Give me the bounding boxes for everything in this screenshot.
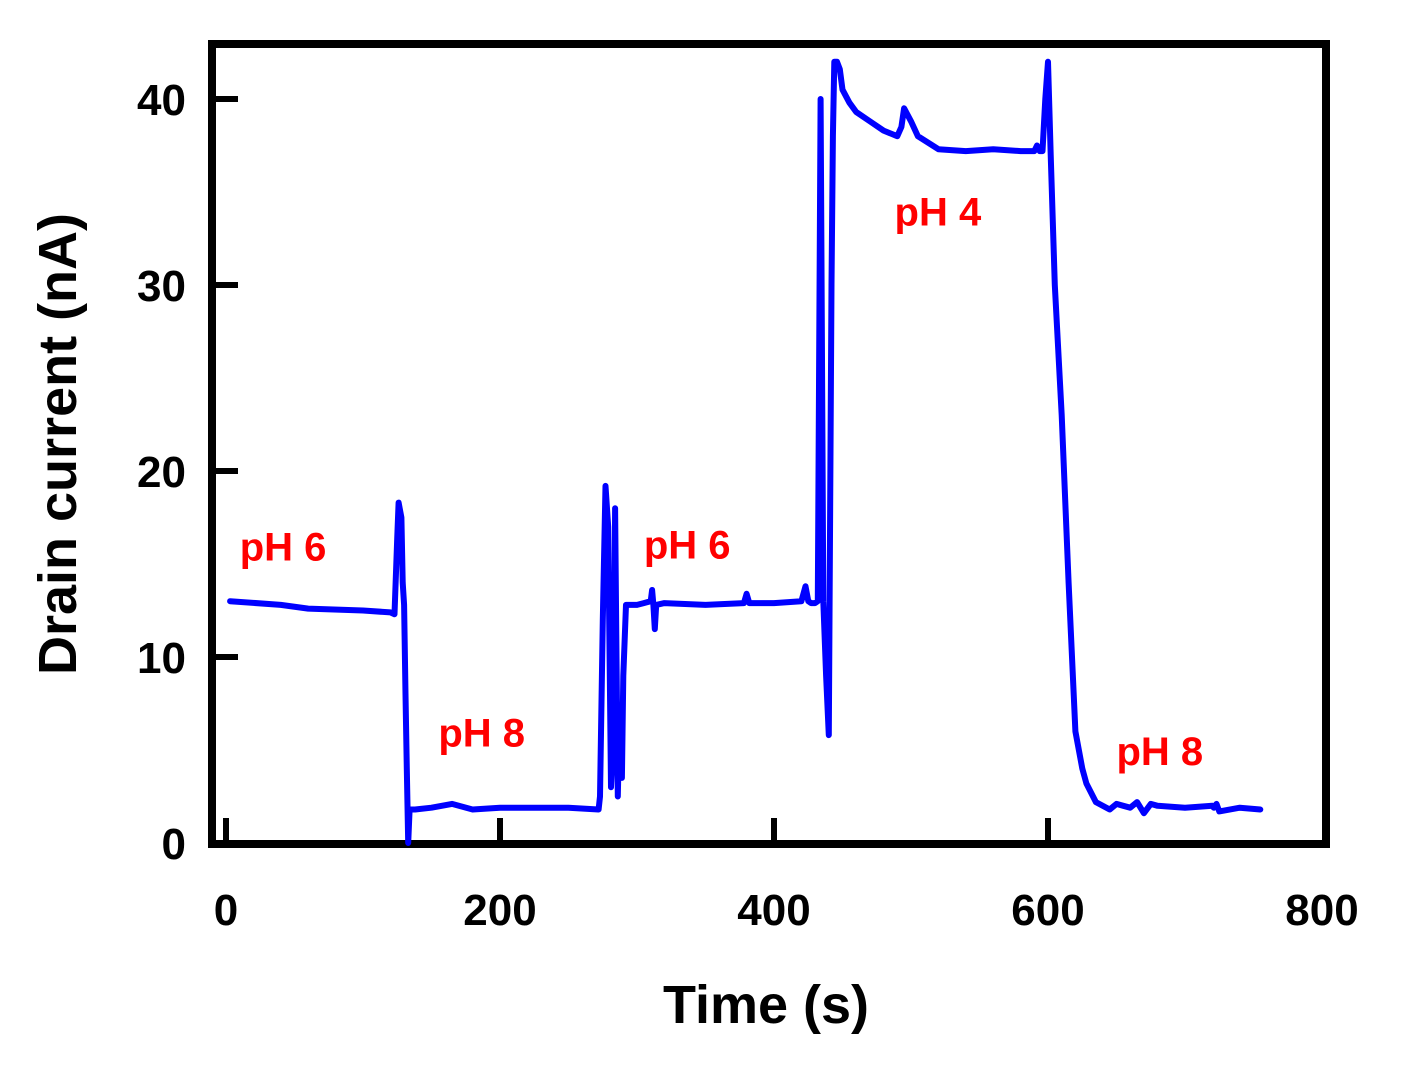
series-line-0 [227, 58, 1264, 846]
annotation-label-3: pH 4 [895, 190, 982, 234]
x-tick-label-400: 400 [737, 886, 810, 935]
annotation-layer: pH 6 pH 8 pH 6 pH 4 pH 8 [240, 190, 1203, 773]
series-layer [227, 58, 1264, 846]
x-axis-title: Time (s) [663, 975, 869, 1035]
annotation-label-1: pH 8 [438, 711, 525, 755]
y-tick-label-30: 30 [137, 262, 186, 311]
plot-frame [208, 40, 1330, 848]
y-tick-label-20: 20 [137, 448, 186, 497]
y-tick-label-40: 40 [137, 76, 186, 125]
annotation-label-4: pH 8 [1117, 730, 1204, 774]
annotation-label-0: pH 6 [240, 525, 327, 569]
x-tick-label-200: 200 [463, 886, 536, 935]
y-tick-label-10: 10 [137, 634, 186, 683]
x-tick-label-0: 0 [214, 886, 238, 935]
x-tick-label-800: 800 [1285, 886, 1358, 935]
annotation-label-2: pH 6 [644, 523, 731, 567]
ticks-layer: 0 200 400 600 800 0 10 20 30 40 [137, 76, 1359, 935]
y-axis-title: Drain current (nA) [28, 213, 88, 675]
y-tick-label-0: 0 [162, 820, 186, 869]
x-tick-label-600: 600 [1011, 886, 1084, 935]
